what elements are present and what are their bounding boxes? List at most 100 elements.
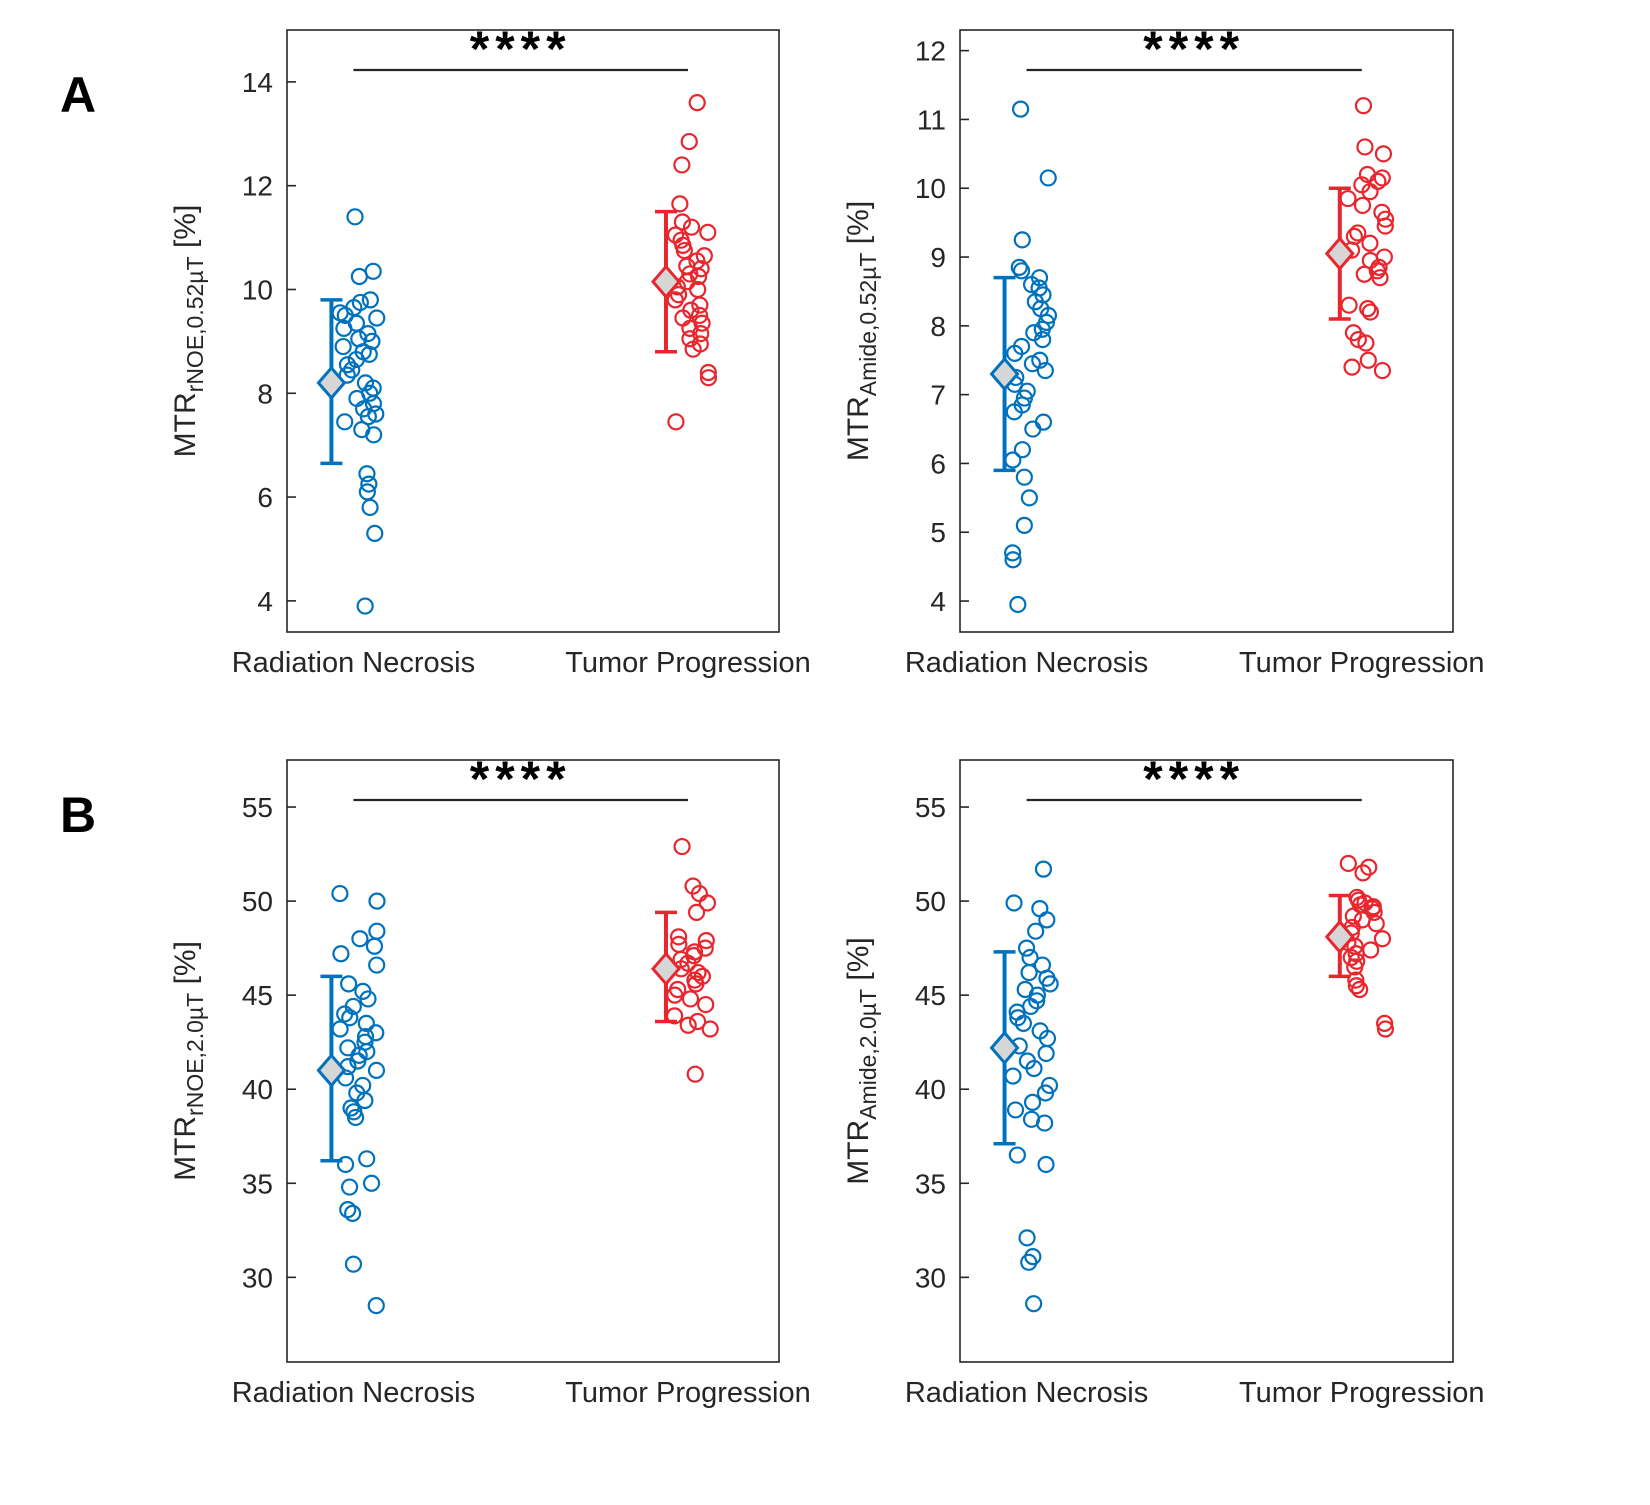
category-label: Tumor Progression: [565, 647, 811, 679]
data-point: [1034, 331, 1052, 349]
panel-MTR_Amide_2.0uT: 30 35 40 45 50 55 MTRAmide,2.0µT [%] Radiation …: [842, 751, 1485, 1409]
y-tick-label: 45: [915, 980, 946, 1011]
data-point: [1012, 262, 1031, 280]
y-tick-label: 40: [915, 1074, 946, 1105]
data-point: [1005, 403, 1023, 421]
category-label: Radiation Necrosis: [905, 647, 1148, 679]
data-point: [1034, 860, 1053, 878]
plot-box: [959, 29, 1454, 633]
data-point: [1024, 420, 1042, 438]
data-point: [701, 1020, 719, 1038]
significance: ****: [353, 751, 688, 807]
significance-stars: ****: [1143, 21, 1245, 77]
data-point: [361, 498, 379, 517]
data-point: [339, 1201, 357, 1219]
data-point: [1010, 258, 1028, 276]
data-point: [690, 306, 709, 325]
data-point: [1037, 1044, 1055, 1063]
data-point: [1373, 361, 1392, 380]
data-point: [1005, 894, 1023, 912]
data-point: [1025, 1059, 1043, 1078]
y-tick-label: 8: [930, 311, 946, 342]
data-point: [1361, 303, 1379, 321]
data-point: [1034, 413, 1053, 431]
data-point: [673, 156, 691, 174]
data-point: [1006, 344, 1024, 362]
category-label: Radiation Necrosis: [905, 1377, 1148, 1409]
y-tick-label: 4: [930, 586, 946, 617]
category-label: Radiation Necrosis: [232, 647, 475, 679]
data-point: [349, 1052, 367, 1070]
data-point: [679, 1016, 697, 1034]
row-label-b: B: [60, 787, 97, 843]
data-point: [1004, 1067, 1022, 1085]
data-point: [1347, 945, 1365, 963]
data-point: [335, 319, 353, 338]
data-point: [1349, 224, 1367, 242]
data-point: [1015, 389, 1033, 407]
data-point: [368, 956, 386, 974]
mean-diamond: [316, 365, 347, 401]
data-point: [687, 903, 706, 921]
data-point: [1036, 1084, 1055, 1102]
data-point: [368, 922, 386, 940]
data-point: [340, 1178, 359, 1196]
y-tick-label: 11: [917, 104, 946, 135]
data-point: [1340, 296, 1358, 314]
data-point: [1373, 169, 1391, 187]
data-point: [338, 356, 357, 374]
mean-diamond: [650, 951, 681, 987]
data-point: [1004, 551, 1022, 569]
category-label: Tumor Progression: [1239, 1377, 1485, 1409]
data-point: [1360, 858, 1378, 876]
data-point: [1025, 1295, 1043, 1313]
data-point: [681, 990, 700, 1008]
data-point: [1038, 911, 1056, 929]
data-point: [1357, 334, 1375, 352]
y-tick-label: 45: [242, 980, 273, 1011]
data-point: [1027, 922, 1045, 940]
data-point: [357, 1014, 375, 1032]
data-point: [1037, 1155, 1055, 1174]
data-point: [1347, 977, 1365, 995]
y-tick-label: 6: [930, 448, 946, 479]
data-point: [363, 332, 381, 350]
data-point: [1356, 138, 1374, 156]
y-tick-label: 4: [257, 586, 273, 617]
data-point: [1036, 1114, 1054, 1132]
data-point: [1353, 196, 1372, 215]
data-point: [359, 990, 377, 1008]
data-point: [1369, 172, 1387, 190]
data-point: [680, 132, 698, 151]
data-point: [365, 426, 383, 444]
panel-MTR_Amide_0.52uT: 4 5 6 7 8 9 10 11 12 MTRAmide,0.52µT [%] Radiation…: [842, 21, 1485, 679]
data-point: [364, 262, 382, 280]
y-tick-label: 50: [915, 886, 946, 917]
y-tick-label: 10: [915, 173, 946, 204]
significance-stars: ****: [470, 751, 572, 807]
data-point: [671, 195, 689, 213]
y-tick-label: 55: [915, 792, 946, 823]
plot-box: [959, 759, 1454, 1363]
data-point: [684, 340, 702, 358]
data-point: [697, 931, 715, 950]
data-point: [358, 465, 376, 483]
data-point: [1339, 189, 1357, 208]
data-point: [1376, 1020, 1395, 1038]
data-point: [691, 296, 709, 314]
data-point: [1020, 489, 1038, 507]
data-point: [1028, 992, 1046, 1010]
data-point: [1365, 903, 1383, 921]
data-point: [1353, 911, 1371, 929]
category-label: Radiation Necrosis: [232, 1377, 475, 1409]
significance-stars: ****: [1143, 751, 1245, 807]
y-tick-label: 30: [242, 1262, 273, 1293]
data-point: [351, 930, 369, 948]
data-point: [344, 1204, 362, 1222]
data-point: [366, 524, 384, 542]
panel-MTR_rNOE_2.0uT: 30 35 40 45 50 55 MTRrNOE,2.0µT [%] Radiation N…: [169, 751, 811, 1409]
data-point: [681, 330, 699, 348]
mean-diamond: [650, 264, 681, 299]
data-point: [1039, 306, 1058, 325]
data-point: [342, 1099, 360, 1117]
